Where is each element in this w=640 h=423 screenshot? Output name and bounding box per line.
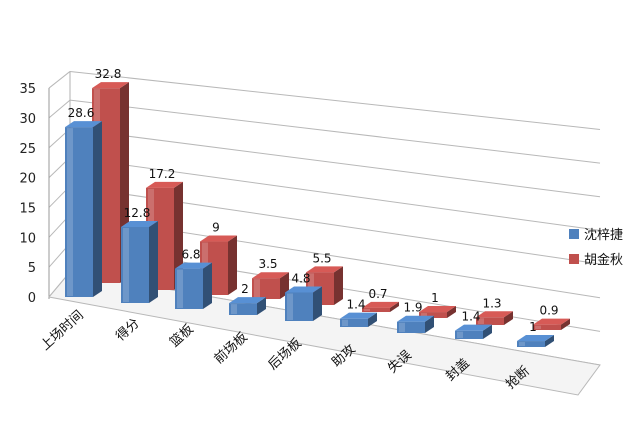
gridline-wall: [48, 71, 71, 89]
data-label: 2: [241, 282, 249, 296]
data-label: 1.4: [461, 310, 480, 324]
data-label: 32.8: [95, 67, 122, 81]
y-tick-label: 5: [28, 261, 36, 276]
data-label: 1: [529, 320, 537, 334]
data-label: 6.8: [181, 248, 200, 262]
bar-series2: [476, 311, 513, 325]
category-label: 后场板: [266, 336, 305, 373]
bars-layer: [65, 82, 570, 347]
y-tick-label: 0: [28, 291, 36, 306]
bar-series1: [121, 220, 158, 303]
data-label: 9: [212, 221, 220, 235]
bar-series1: [229, 297, 266, 315]
bar-series2: [533, 318, 570, 330]
data-label: 0.9: [539, 304, 558, 318]
category-label: 上场时间: [38, 308, 87, 354]
bar-series1: [285, 286, 322, 321]
gridline: [69, 99, 601, 164]
legend-label: 沈梓捷: [584, 228, 623, 243]
data-labels-layer: 32.8 17.2 9 3.5 5.5 0.7 1 1.3 0.9 28.6 12.8 6.8 2 4.8…: [68, 67, 559, 334]
gridline-wall: [48, 99, 71, 119]
category-label: 前场板: [211, 329, 251, 367]
bar-series2: [362, 301, 399, 312]
legend-label: 胡金秋: [584, 252, 623, 268]
bar-series2: [419, 306, 456, 318]
data-label: 1.3: [482, 296, 501, 310]
bar-series2: [252, 272, 289, 299]
y-tick-label: 10: [19, 231, 36, 246]
y-tick-labels: 0 5 10 15 20 25 30 35: [19, 82, 36, 306]
legend-swatch: [569, 254, 579, 264]
y-tick-label: 35: [19, 82, 36, 97]
data-label: 1.4: [346, 298, 365, 312]
data-label: 1.9: [403, 301, 422, 315]
bar-series1: [397, 315, 434, 333]
bar-series1: [65, 121, 102, 297]
gridline: [69, 70, 601, 130]
bar-series1: [340, 312, 377, 327]
data-label: 3.5: [258, 257, 277, 271]
bar-series1: [517, 335, 554, 347]
data-label: 0.7: [368, 287, 387, 301]
y-tick-label: 25: [19, 142, 36, 157]
category-label: 得分: [113, 315, 143, 344]
bar-series1: [455, 324, 492, 339]
legend-swatch: [569, 229, 579, 239]
category-label: 篮板: [167, 322, 196, 351]
data-label: 28.6: [68, 106, 95, 120]
data-label: 4.8: [291, 271, 310, 285]
data-label: 12.8: [124, 206, 151, 220]
data-label: 5.5: [312, 251, 331, 265]
data-label: 17.2: [149, 167, 176, 181]
y-tick-label: 30: [19, 112, 36, 127]
y-tick-label: 20: [19, 172, 36, 187]
y-tick-label: 15: [19, 201, 36, 216]
gridline: [69, 128, 601, 198]
bar-series1: [175, 262, 212, 309]
data-label: 1: [431, 291, 439, 305]
gridline: [69, 156, 601, 231]
